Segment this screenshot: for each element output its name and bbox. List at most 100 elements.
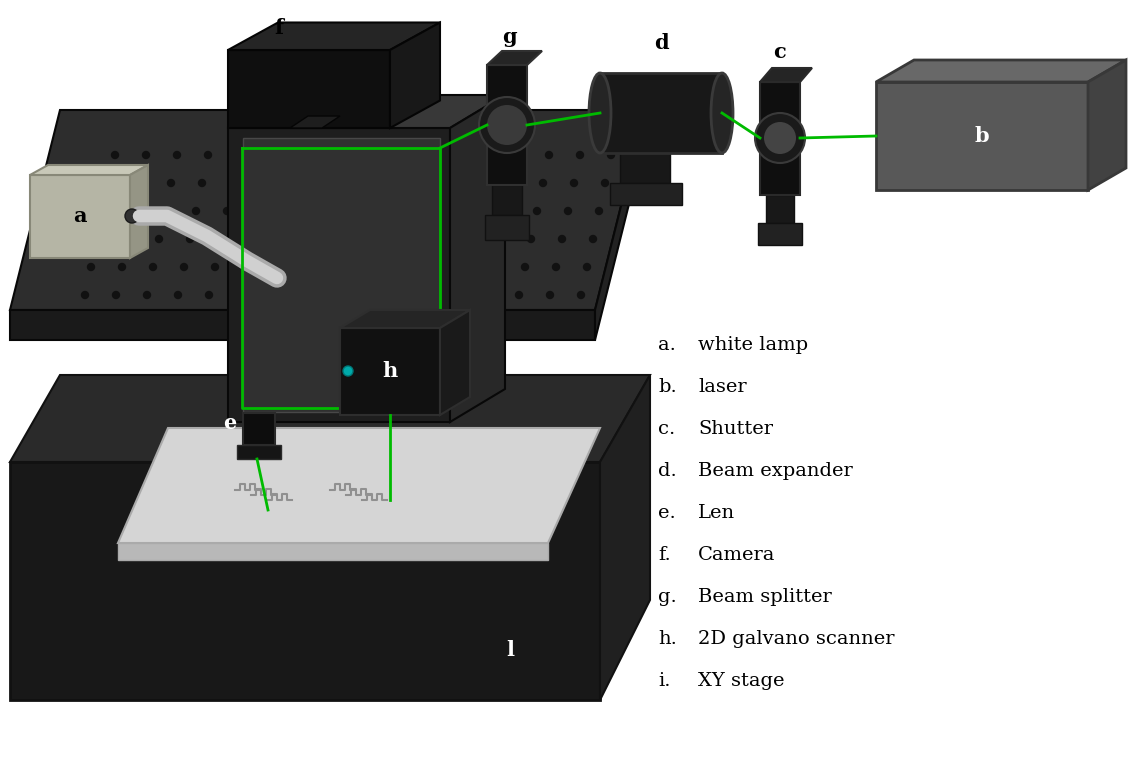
Circle shape — [223, 207, 230, 214]
Polygon shape — [485, 215, 529, 240]
Text: i.: i. — [658, 672, 670, 690]
Circle shape — [558, 235, 565, 242]
Polygon shape — [228, 23, 440, 50]
Text: Beam splitter: Beam splitter — [698, 588, 832, 606]
Text: Camera: Camera — [698, 546, 776, 564]
Polygon shape — [876, 82, 1088, 190]
Circle shape — [217, 235, 224, 242]
Circle shape — [181, 264, 188, 271]
Circle shape — [317, 207, 324, 214]
Circle shape — [547, 292, 554, 299]
Circle shape — [136, 180, 143, 187]
Circle shape — [429, 264, 436, 271]
Circle shape — [379, 207, 386, 214]
Circle shape — [174, 152, 181, 158]
Circle shape — [453, 292, 461, 299]
Circle shape — [143, 152, 150, 158]
Circle shape — [477, 180, 485, 187]
Circle shape — [112, 292, 119, 299]
Circle shape — [546, 152, 553, 158]
Circle shape — [167, 180, 175, 187]
Circle shape — [192, 207, 199, 214]
Text: g.: g. — [658, 588, 677, 606]
Text: Beam expander: Beam expander — [698, 462, 852, 480]
Polygon shape — [620, 153, 670, 183]
Text: Shutter: Shutter — [698, 420, 773, 438]
Polygon shape — [599, 73, 722, 153]
Circle shape — [564, 207, 572, 214]
Circle shape — [404, 235, 411, 242]
Circle shape — [94, 235, 101, 242]
Circle shape — [422, 292, 429, 299]
Polygon shape — [228, 95, 505, 128]
Text: white lamp: white lamp — [698, 336, 808, 354]
Text: l: l — [506, 640, 514, 660]
Circle shape — [553, 264, 559, 271]
Circle shape — [299, 292, 305, 299]
Circle shape — [415, 180, 422, 187]
Circle shape — [125, 235, 132, 242]
Circle shape — [237, 292, 244, 299]
Circle shape — [328, 152, 335, 158]
Polygon shape — [450, 95, 505, 422]
Text: b: b — [975, 126, 990, 146]
Polygon shape — [289, 116, 340, 128]
Circle shape — [359, 152, 366, 158]
Circle shape — [373, 235, 380, 242]
Circle shape — [81, 292, 88, 299]
Circle shape — [484, 152, 491, 158]
Circle shape — [466, 235, 472, 242]
Circle shape — [212, 264, 219, 271]
Circle shape — [143, 292, 151, 299]
Polygon shape — [118, 543, 548, 560]
Polygon shape — [487, 65, 527, 185]
Polygon shape — [30, 175, 130, 258]
Circle shape — [206, 292, 213, 299]
Circle shape — [516, 292, 523, 299]
Circle shape — [446, 180, 453, 187]
Circle shape — [384, 180, 391, 187]
Circle shape — [125, 209, 140, 223]
Circle shape — [236, 152, 243, 158]
Polygon shape — [30, 165, 148, 175]
Text: d.: d. — [658, 462, 677, 480]
Polygon shape — [876, 60, 1126, 82]
Polygon shape — [390, 23, 440, 128]
Circle shape — [230, 180, 237, 187]
Circle shape — [111, 152, 119, 158]
Text: e.: e. — [658, 504, 676, 522]
Polygon shape — [758, 223, 802, 245]
Polygon shape — [595, 110, 645, 340]
Polygon shape — [766, 195, 794, 223]
Ellipse shape — [589, 73, 611, 153]
Circle shape — [453, 152, 460, 158]
Polygon shape — [492, 185, 522, 215]
Polygon shape — [228, 50, 390, 128]
Text: laser: laser — [698, 378, 747, 396]
Polygon shape — [130, 165, 148, 258]
Circle shape — [261, 180, 268, 187]
Circle shape — [267, 152, 273, 158]
Circle shape — [100, 207, 106, 214]
Polygon shape — [10, 110, 645, 310]
Circle shape — [156, 235, 162, 242]
Circle shape — [578, 292, 585, 299]
Polygon shape — [760, 82, 800, 195]
Polygon shape — [10, 375, 650, 462]
Circle shape — [602, 180, 609, 187]
Circle shape — [175, 292, 182, 299]
Circle shape — [502, 207, 509, 214]
Text: 2D galvano scanner: 2D galvano scanner — [698, 630, 895, 648]
Circle shape — [577, 152, 583, 158]
Circle shape — [596, 207, 603, 214]
Circle shape — [353, 180, 360, 187]
Polygon shape — [340, 310, 470, 328]
Polygon shape — [487, 51, 542, 65]
Text: e: e — [223, 413, 237, 433]
Circle shape — [343, 366, 353, 376]
Text: XY stage: XY stage — [698, 672, 785, 690]
Polygon shape — [237, 445, 281, 459]
Circle shape — [397, 264, 405, 271]
Circle shape — [533, 207, 540, 214]
Circle shape — [435, 235, 442, 242]
